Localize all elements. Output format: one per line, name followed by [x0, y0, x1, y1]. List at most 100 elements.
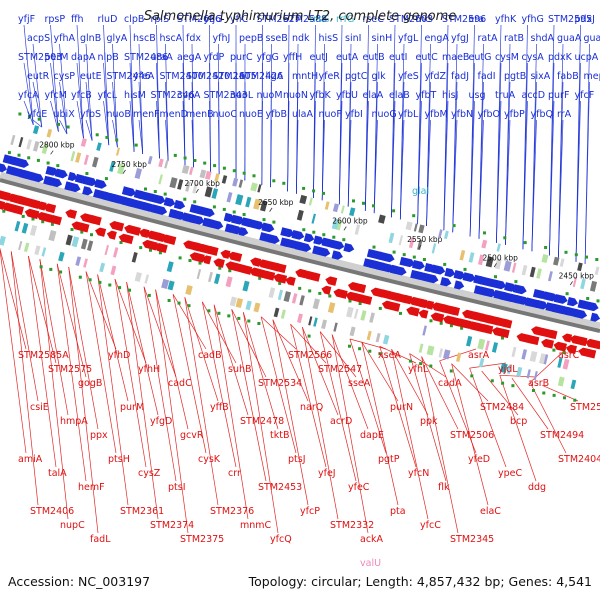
forward-gene-label[interactable]: menD — [160, 109, 188, 120]
forward-gene-label[interactable]: nuoN — [283, 90, 308, 101]
reverse-gene-label[interactable]: STM2506 — [450, 430, 494, 441]
reverse-gene-label[interactable]: yfhH — [138, 364, 160, 375]
reverse-gene-label[interactable]: ptsJ — [288, 454, 306, 465]
forward-gene-label[interactable]: aegA — [177, 52, 202, 63]
forward-gene-label[interactable]: pgtC — [345, 71, 368, 82]
forward-gene-label[interactable]: ligA — [266, 71, 284, 82]
forward-gene-label[interactable]: engA — [425, 33, 450, 44]
forward-gene-label[interactable]: nuoL — [230, 90, 254, 101]
forward-gene-label[interactable]: glnB — [80, 33, 101, 44]
forward-gene-label[interactable]: ndk — [292, 33, 310, 44]
forward-gene-label[interactable]: yfeS — [398, 71, 419, 82]
reverse-gene-label[interactable]: yfcQ — [270, 534, 292, 545]
forward-gene-label[interactable]: uraA — [151, 52, 174, 63]
forward-gene-label[interactable]: rnc — [416, 14, 431, 25]
pseudogene-label[interactable]: valU — [360, 558, 381, 569]
forward-gene-label[interactable]: guaA — [557, 33, 582, 44]
reverse-gene-label[interactable]: yfhD — [108, 350, 130, 361]
reverse-gene-label[interactable]: STM2494 — [540, 430, 584, 441]
forward-gene-label[interactable]: mepA — [584, 71, 600, 82]
reverse-gene-label[interactable]: hemF — [78, 482, 105, 493]
forward-gene-label[interactable]: cysM — [495, 52, 519, 63]
reverse-gene-label[interactable]: asrB — [528, 378, 549, 389]
reverse-gene-label[interactable]: suhB — [228, 364, 252, 375]
forward-gene-label[interactable]: mntH — [292, 71, 318, 82]
forward-gene-label[interactable]: STM2486 — [124, 52, 168, 63]
reverse-gene-label[interactable]: cysZ — [138, 468, 161, 479]
reverse-gene-label[interactable]: pta — [390, 506, 406, 517]
forward-gene-label[interactable]: yfhJ — [213, 33, 231, 44]
reverse-gene-label[interactable]: STM2508 — [570, 402, 600, 413]
forward-gene-label[interactable]: rseC — [363, 14, 385, 25]
forward-gene-label[interactable]: STM2346 — [151, 90, 195, 101]
forward-gene-label[interactable]: yfeA — [133, 71, 155, 82]
reverse-gene-label[interactable]: yfgD — [150, 416, 172, 427]
forward-gene-label[interactable]: yfcB — [71, 90, 92, 101]
forward-gene-label[interactable]: rrsG — [310, 14, 330, 25]
reverse-gene-label[interactable]: flk — [438, 482, 450, 493]
reverse-gene-label[interactable]: acrD — [330, 416, 352, 427]
forward-gene-label[interactable]: yfhA — [54, 33, 76, 44]
reverse-gene-label[interactable]: cadA — [438, 378, 462, 389]
reverse-gene-label[interactable]: gcvR — [180, 430, 204, 441]
reverse-gene-label[interactable]: xseA — [378, 350, 401, 361]
reverse-gene-label[interactable]: hmpA — [60, 416, 88, 427]
forward-gene-label[interactable]: eutB — [363, 52, 385, 63]
forward-gene-label[interactable]: STM2400 — [160, 71, 204, 82]
reverse-gene-label[interactable]: STM2484 — [480, 402, 524, 413]
forward-gene-label[interactable]: pdxK — [548, 52, 573, 63]
forward-gene-label[interactable]: yfdZ — [425, 71, 447, 82]
reverse-gene-label[interactable]: cadB — [198, 350, 222, 361]
forward-gene-label[interactable]: yfbS — [80, 109, 101, 120]
forward-gene-label[interactable]: yfbN — [451, 109, 473, 120]
reverse-gene-label[interactable]: STM2361 — [120, 506, 164, 517]
reverse-gene-label[interactable]: STM2374 — [150, 520, 194, 531]
forward-gene-label[interactable]: ulaA — [292, 109, 313, 120]
forward-gene-label[interactable]: yfcE — [27, 109, 47, 120]
reverse-gene-label[interactable]: dapE — [360, 430, 384, 441]
forward-gene-label[interactable]: hscA — [160, 33, 183, 44]
forward-gene-label[interactable]: cvpA — [177, 90, 201, 101]
forward-gene-label[interactable]: ratB — [504, 33, 524, 44]
forward-gene-label[interactable]: cysA — [522, 52, 545, 63]
forward-gene-label[interactable]: STM2420.1n — [186, 71, 245, 82]
forward-gene-label[interactable]: yfhG — [522, 14, 544, 25]
forward-gene-label[interactable]: eutE — [80, 71, 102, 82]
forward-gene-label[interactable]: purC — [230, 52, 253, 63]
forward-gene-label[interactable]: sseB — [266, 33, 288, 44]
forward-gene-label[interactable]: guaB — [584, 33, 600, 44]
forward-gene-label[interactable]: yfbP — [504, 109, 525, 120]
forward-gene-label[interactable]: sinI — [345, 33, 361, 44]
reverse-gene-label[interactable]: ptsH — [108, 454, 130, 465]
forward-gene-label[interactable]: STM2636 — [177, 14, 221, 25]
forward-gene-label[interactable]: nuoF — [319, 109, 342, 120]
reverse-gene-label[interactable]: STM2478 — [240, 416, 284, 427]
forward-gene-label[interactable]: nuoC — [213, 109, 238, 120]
forward-gene-label[interactable]: eutA — [336, 52, 359, 63]
reverse-gene-label[interactable]: yfhL — [408, 364, 429, 375]
forward-gene-label[interactable]: yfbM — [425, 109, 448, 120]
forward-gene-label[interactable]: ubiX — [54, 109, 76, 120]
forward-gene-label[interactable]: STM2595 — [548, 14, 592, 25]
forward-gene-label[interactable]: yfgL — [398, 33, 419, 44]
forward-gene-label[interactable]: purF — [548, 90, 569, 101]
forward-gene-label[interactable]: yfjG — [204, 14, 223, 25]
reverse-gene-label[interactable]: STM2406 — [30, 506, 74, 517]
forward-gene-label[interactable]: yfcA — [18, 90, 39, 101]
forward-gene-label[interactable]: eutR — [27, 71, 50, 82]
forward-gene-label[interactable]: menF — [133, 109, 160, 120]
forward-gene-label[interactable]: STM2596 — [442, 14, 486, 25]
forward-gene-label[interactable]: yfiC — [230, 14, 249, 25]
forward-gene-label[interactable]: rpsP — [45, 14, 66, 25]
forward-gene-label[interactable]: STM2588 — [283, 14, 327, 25]
reverse-gene-label[interactable]: STM2566 — [288, 350, 332, 361]
forward-gene-label[interactable]: pdxJ — [575, 14, 595, 25]
forward-gene-label[interactable]: glk — [372, 71, 387, 82]
reverse-gene-label[interactable]: yfeJ — [318, 468, 336, 479]
forward-gene-label[interactable]: ratA — [478, 33, 498, 44]
reverse-gene-label[interactable]: ptsI — [168, 482, 186, 493]
forward-gene-label[interactable]: STM2446 — [107, 71, 151, 82]
reverse-gene-label[interactable]: yfcC — [420, 520, 441, 531]
forward-gene-label[interactable]: glyA — [107, 33, 128, 44]
reverse-gene-label[interactable]: ackA — [360, 534, 384, 545]
